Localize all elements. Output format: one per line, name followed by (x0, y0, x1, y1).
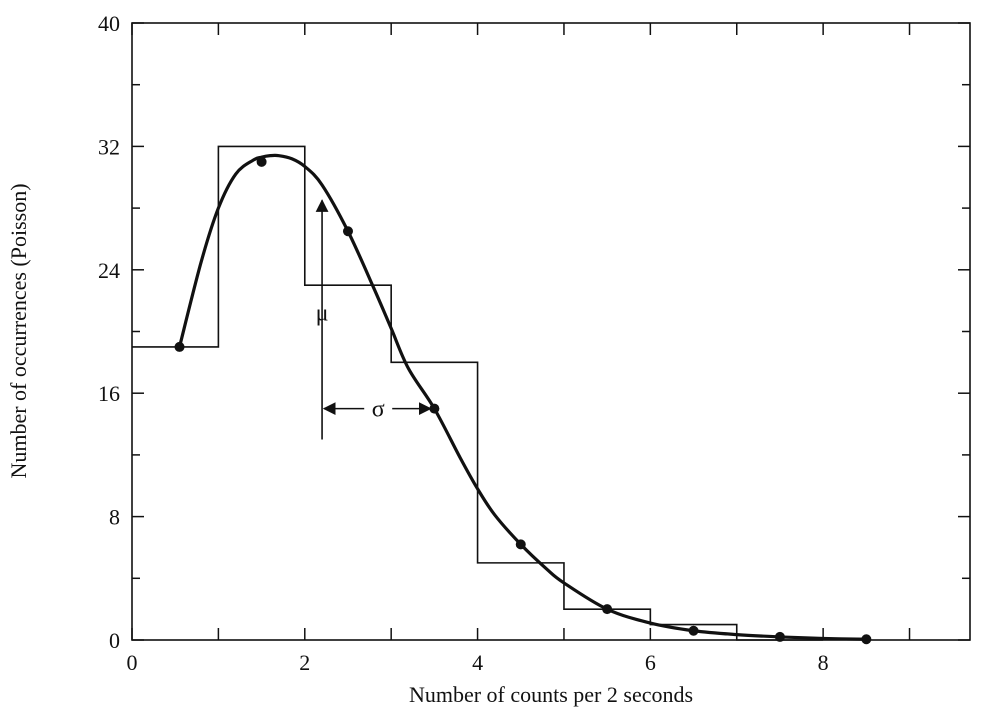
axis-ticks (131, 22, 970, 641)
fit-curve-layer (177, 153, 867, 641)
x-tick-label: 0 (127, 650, 138, 675)
histogram-steps (132, 145, 824, 641)
histogram (132, 145, 824, 641)
x-tick-label: 8 (818, 650, 829, 675)
data-point (174, 341, 185, 352)
data-point (256, 156, 267, 167)
poisson-fit-curve (177, 153, 867, 641)
data-point (861, 634, 872, 645)
y-tick-labels: 0 8 16 24 32 40 (98, 11, 120, 653)
plot-frame (131, 22, 971, 641)
data-point (602, 604, 613, 615)
mu-label: μ (316, 301, 329, 327)
data-point (342, 226, 353, 237)
y-tick-label: 0 (109, 628, 120, 653)
y-tick-label: 40 (98, 11, 120, 36)
data-point (429, 403, 440, 414)
x-tick-label: 6 (645, 650, 656, 675)
x-tick-label: 2 (299, 650, 310, 675)
x-axis-title: Number of counts per 2 seconds (409, 682, 693, 707)
x-tick-labels: 0 2 4 6 8 (127, 650, 829, 675)
sigma-label: σ (372, 397, 385, 423)
data-points (174, 156, 872, 645)
annotations: μσ (316, 199, 432, 440)
x-tick-label: 4 (472, 650, 483, 675)
y-tick-label: 8 (109, 505, 120, 530)
y-tick-label: 24 (98, 258, 120, 283)
data-point (688, 625, 699, 636)
data-point (774, 631, 785, 642)
y-axis-title: Number of occurrences (Poisson) (6, 183, 31, 478)
y-tick-label: 16 (98, 381, 120, 406)
y-tick-label: 32 (98, 134, 120, 159)
data-point (515, 539, 526, 550)
